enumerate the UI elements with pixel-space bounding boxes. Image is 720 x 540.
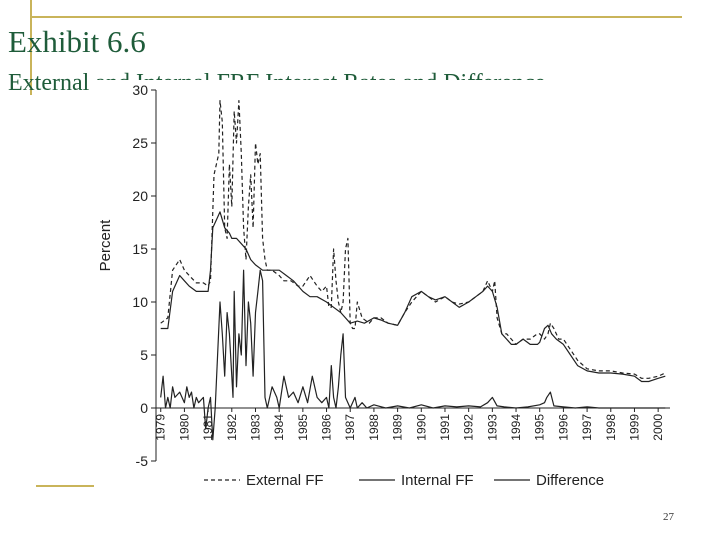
chart-background [94, 80, 688, 496]
x-tick-label: 1999 [627, 414, 641, 441]
y-tick-label: -5 [136, 453, 149, 469]
x-tick-label: 1987 [343, 414, 357, 441]
x-tick-label: 1981 [201, 414, 215, 441]
x-tick-label: 1990 [414, 414, 428, 441]
x-tick-label: 1992 [462, 414, 476, 441]
series-line-internal-ff [160, 211, 666, 383]
x-tick-label: 1993 [485, 414, 499, 441]
x-tick-label: 1984 [272, 414, 286, 441]
y-tick-label: 10 [132, 294, 148, 310]
y-tick-label: 20 [132, 188, 148, 204]
interest-rate-chart: -5 0 5 10 15 20 25 30 Percent 1979 1980 1981 1982 198… [94, 80, 688, 496]
y-axis-title: Percent [97, 219, 114, 272]
x-tick-label: 1997 [580, 414, 594, 441]
series-line-external-ff [160, 100, 666, 379]
x-tick-label: 1994 [509, 414, 523, 441]
x-tick-label: 1980 [177, 414, 191, 441]
x-tick-label: 1988 [367, 414, 381, 441]
x-tick-label: 1996 [556, 414, 570, 441]
x-tick-label: 1983 [248, 414, 262, 441]
x-tick-label: 2000 [651, 414, 665, 441]
x-tick-label: 1991 [438, 414, 452, 441]
x-tick-label: 1982 [225, 414, 239, 441]
x-tick-label: 1995 [533, 414, 547, 441]
x-tick-label: 1985 [296, 414, 310, 441]
decorative-vertical-rule [30, 0, 32, 95]
legend-label-external-ff: External FF [246, 472, 324, 489]
x-tick-label: 1986 [320, 414, 334, 441]
x-tick-label: 1998 [604, 414, 618, 441]
y-tick-label: 5 [140, 347, 148, 363]
y-tick-label: 15 [132, 241, 148, 257]
slide-title: Exhibit 6.6 [8, 24, 146, 59]
x-tick-label: 1979 [154, 414, 168, 441]
page-number: 27 [663, 511, 674, 523]
legend-label-internal-ff: Internal FF [401, 472, 474, 489]
y-tick-label: 30 [132, 82, 148, 98]
x-tick-label: 1989 [391, 414, 405, 441]
y-tick-label: 25 [132, 135, 148, 151]
decorative-top-rule [30, 16, 682, 18]
decorative-bottom-rule-left [36, 485, 98, 487]
legend-label-difference: Difference [536, 472, 604, 489]
y-tick-label: 0 [140, 400, 148, 416]
series-line-difference [160, 269, 666, 441]
